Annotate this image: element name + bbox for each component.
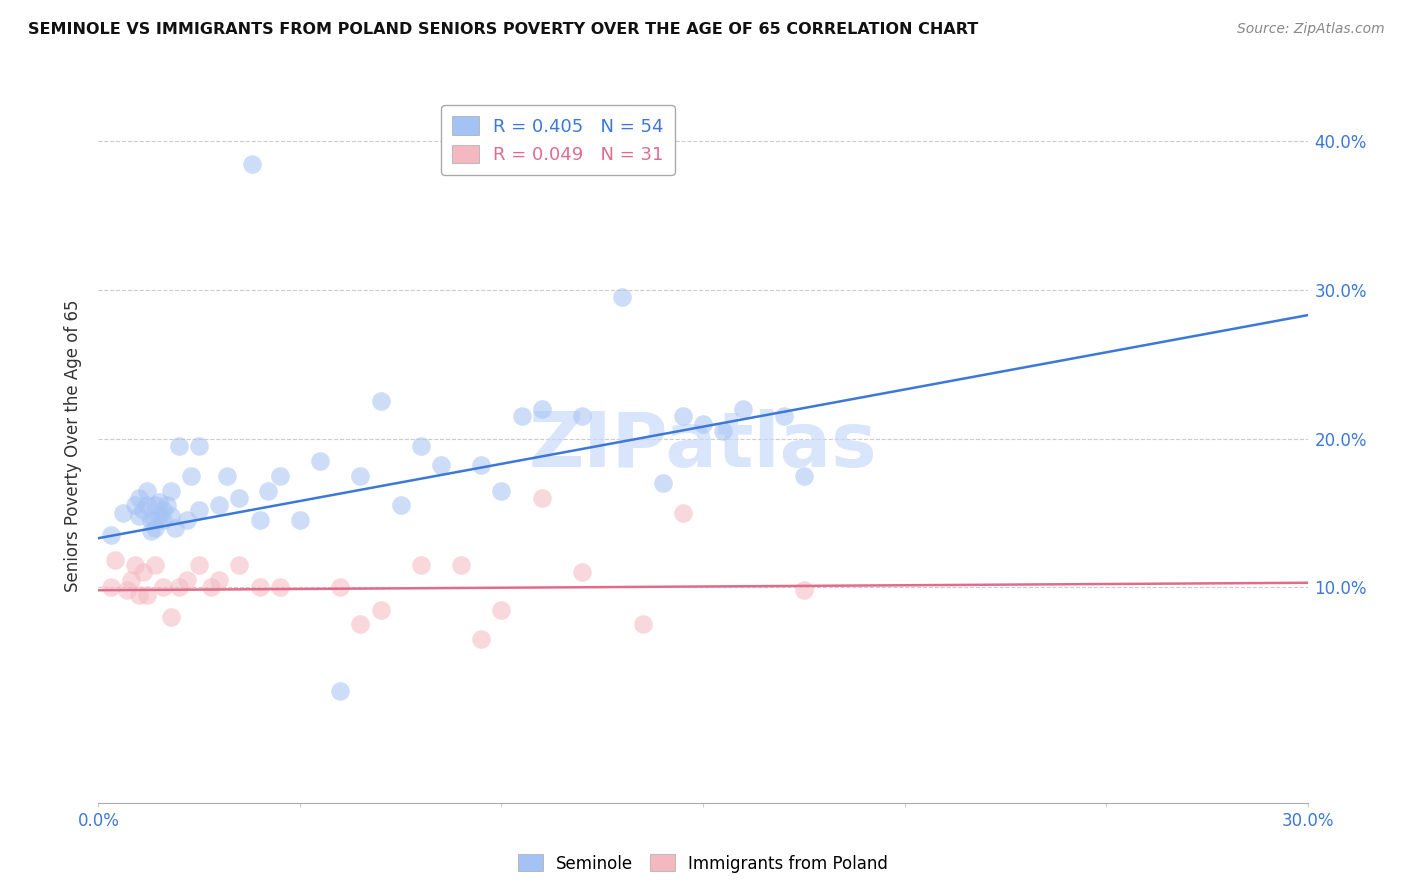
Point <box>188 503 211 517</box>
Point <box>370 602 392 616</box>
Point <box>349 617 371 632</box>
Point <box>143 558 166 572</box>
Point <box>711 424 734 438</box>
Point <box>139 513 162 527</box>
Point <box>148 508 170 523</box>
Point <box>103 553 125 567</box>
Point <box>510 409 533 424</box>
Text: ZIPatlas: ZIPatlas <box>529 409 877 483</box>
Point <box>349 468 371 483</box>
Point <box>370 394 392 409</box>
Point <box>160 508 183 523</box>
Point <box>793 468 815 483</box>
Point <box>180 468 202 483</box>
Point <box>160 483 183 498</box>
Point <box>135 499 157 513</box>
Text: SEMINOLE VS IMMIGRANTS FROM POLAND SENIORS POVERTY OVER THE AGE OF 65 CORRELATIO: SEMINOLE VS IMMIGRANTS FROM POLAND SENIO… <box>28 22 979 37</box>
Point <box>269 468 291 483</box>
Point <box>612 290 634 304</box>
Point <box>143 521 166 535</box>
Point <box>793 583 815 598</box>
Point <box>672 506 695 520</box>
Point <box>167 439 190 453</box>
Point <box>128 491 150 505</box>
Point <box>132 503 155 517</box>
Point <box>152 503 174 517</box>
Point <box>100 528 122 542</box>
Point <box>256 483 278 498</box>
Point <box>208 499 231 513</box>
Point <box>135 483 157 498</box>
Point <box>160 610 183 624</box>
Point <box>148 495 170 509</box>
Point <box>208 573 231 587</box>
Point <box>163 521 186 535</box>
Point <box>329 684 352 698</box>
Point <box>240 156 263 170</box>
Point <box>152 513 174 527</box>
Legend: Seminole, Immigrants from Poland: Seminole, Immigrants from Poland <box>512 847 894 880</box>
Point <box>228 558 250 572</box>
Point <box>530 491 553 505</box>
Point <box>409 558 432 572</box>
Point <box>143 513 166 527</box>
Point <box>389 499 412 513</box>
Point <box>152 580 174 594</box>
Point <box>329 580 352 594</box>
Text: Source: ZipAtlas.com: Source: ZipAtlas.com <box>1237 22 1385 37</box>
Point <box>115 583 138 598</box>
Point <box>120 573 142 587</box>
Point <box>249 513 271 527</box>
Point <box>672 409 695 424</box>
Point <box>128 508 150 523</box>
Y-axis label: Seniors Poverty Over the Age of 65: Seniors Poverty Over the Age of 65 <box>65 300 83 592</box>
Point <box>135 588 157 602</box>
Point <box>430 458 453 473</box>
Point <box>124 558 146 572</box>
Point <box>692 417 714 431</box>
Point <box>111 506 134 520</box>
Point <box>470 632 492 647</box>
Point <box>288 513 311 527</box>
Legend: R = 0.405   N = 54, R = 0.049   N = 31: R = 0.405 N = 54, R = 0.049 N = 31 <box>441 105 675 175</box>
Point <box>450 558 472 572</box>
Point <box>651 476 673 491</box>
Point <box>249 580 271 594</box>
Point <box>631 617 654 632</box>
Point <box>733 401 755 416</box>
Point <box>176 573 198 587</box>
Point <box>143 499 166 513</box>
Point <box>409 439 432 453</box>
Point <box>772 409 794 424</box>
Point <box>176 513 198 527</box>
Point <box>571 566 593 580</box>
Point <box>269 580 291 594</box>
Point <box>491 483 513 498</box>
Point <box>188 439 211 453</box>
Point <box>217 468 239 483</box>
Point <box>309 454 332 468</box>
Point <box>200 580 222 594</box>
Point <box>188 558 211 572</box>
Point <box>124 499 146 513</box>
Point <box>470 458 492 473</box>
Point <box>167 580 190 594</box>
Point <box>571 409 593 424</box>
Point <box>100 580 122 594</box>
Point <box>530 401 553 416</box>
Point <box>139 524 162 538</box>
Point <box>132 566 155 580</box>
Point <box>156 499 179 513</box>
Point <box>228 491 250 505</box>
Point <box>491 602 513 616</box>
Point <box>128 588 150 602</box>
